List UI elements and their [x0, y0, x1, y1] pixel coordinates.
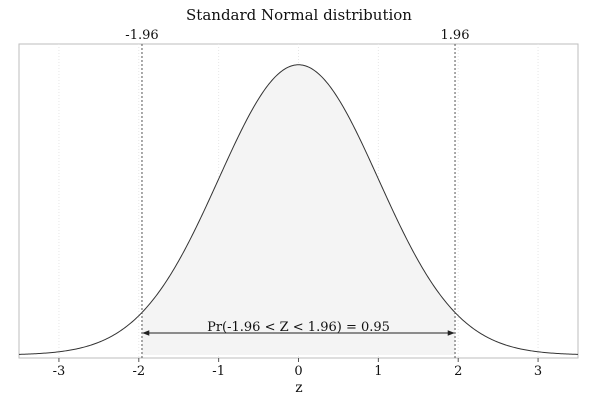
- x-tick-label: 2: [454, 364, 462, 379]
- shaded-region-group: [141, 64, 456, 356]
- x-tick-label: 3: [534, 364, 542, 379]
- critical-value-lines: -1.96 1.96: [125, 28, 469, 358]
- x-tick-label: -2: [132, 364, 145, 379]
- x-axis-label: z: [295, 380, 302, 396]
- critical-value-label: -1.96: [125, 28, 158, 43]
- chart-title: Standard Normal distribution: [186, 6, 412, 24]
- x-axis-ticks: -3 -2 -1 0 1 2 3: [53, 358, 542, 379]
- x-tick-label: 0: [294, 364, 302, 379]
- x-tick-label: -3: [53, 364, 66, 379]
- shaded-region: [141, 64, 456, 356]
- density-curve: [18, 64, 579, 355]
- probability-annotation: Pr(-1.96 < Z < 1.96) = 0.95: [142, 320, 455, 336]
- critical-value-label: 1.96: [441, 28, 470, 43]
- x-tick-label: -1: [212, 364, 225, 379]
- annotation-text: Pr(-1.96 < Z < 1.96) = 0.95: [207, 320, 390, 335]
- density-curve-group: [18, 64, 579, 355]
- x-tick-label: 1: [374, 364, 382, 379]
